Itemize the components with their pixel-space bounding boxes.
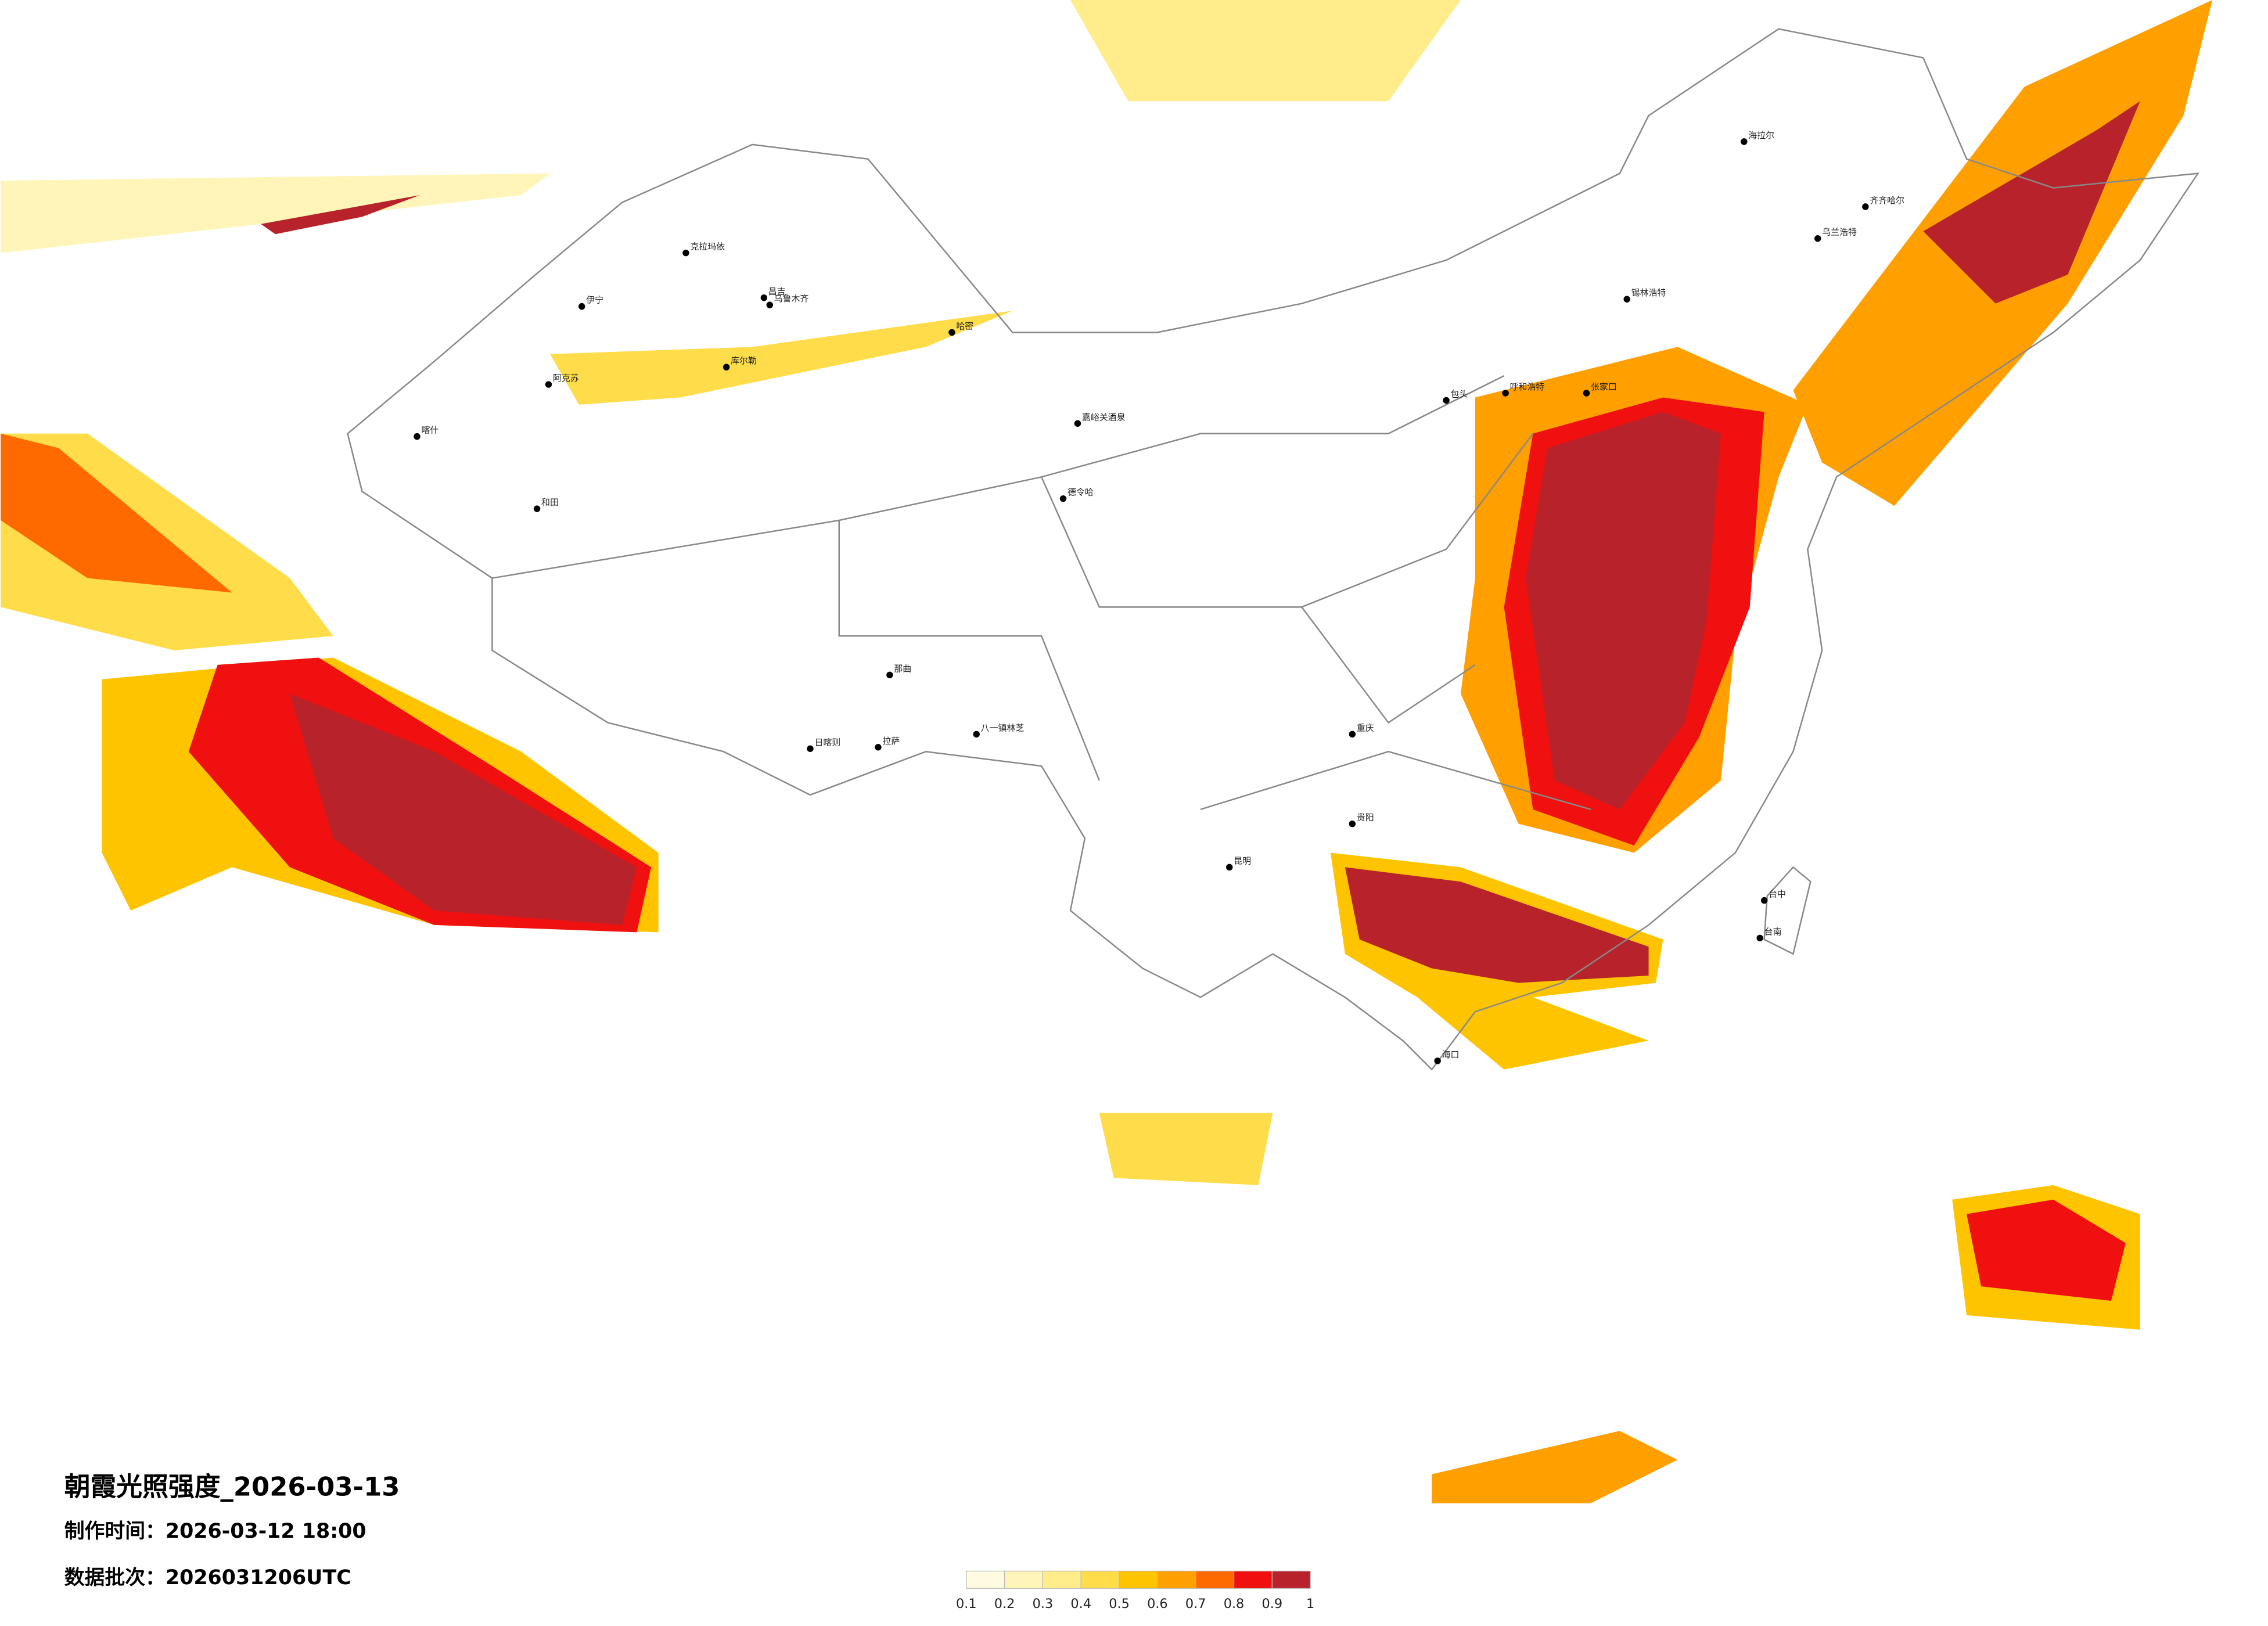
cloud-area [1923, 101, 2140, 304]
cloud-area [1967, 1199, 2126, 1301]
legend-tick-label: 0.1 [956, 1596, 977, 1611]
city-dot [545, 381, 552, 388]
city-dot [1756, 934, 1763, 942]
city-label: 喀什 [421, 425, 438, 436]
city-dot [1862, 203, 1869, 210]
city-dot [578, 303, 585, 310]
legend-tick-label: 0.5 [1109, 1596, 1130, 1611]
city-label: 那曲 [894, 663, 911, 674]
city-label: 昆明 [1234, 855, 1251, 866]
city-label: 拉萨 [882, 736, 900, 746]
city-dot [414, 433, 420, 440]
city-dot [1059, 495, 1067, 502]
legend-swatch [1233, 1570, 1273, 1589]
city-label: 日喀则 [814, 737, 840, 747]
legend-tick-label: 0.7 [1185, 1596, 1206, 1611]
cloud-area [1070, 0, 1461, 102]
cloud-area [261, 195, 420, 235]
city-label: 和田 [541, 497, 559, 508]
city-label: 呼和浩特 [1510, 382, 1545, 392]
city-dot [973, 731, 980, 738]
city-dot [723, 364, 730, 370]
city-label: 贵阳 [1357, 812, 1374, 823]
cloud-area [1099, 1113, 1273, 1185]
city-label: 克拉玛依 [690, 242, 725, 252]
city-dot [766, 301, 774, 308]
city-label: 嘉峪关酒泉 [1082, 412, 1126, 422]
city-label: 齐齐哈尔 [1870, 195, 1904, 206]
issue-time: 制作时间：2026-03-12 18:00 [64, 1520, 366, 1543]
city-dot [1741, 138, 1748, 145]
city-label: 台中 [1769, 889, 1786, 900]
legend-swatch [1195, 1570, 1235, 1589]
legend: 0.1 0.2 0.3 0.4 0.5 0.6 0.7 0.8 0.9 1 [956, 1570, 1314, 1611]
city-label: 海拉尔 [1748, 130, 1774, 141]
city-dot [948, 329, 955, 336]
cloud-area [549, 311, 1013, 405]
city-dot [1502, 390, 1509, 397]
data-batch: 数据批次：2026031206UTC [64, 1566, 351, 1589]
city-label: 库尔勒 [731, 355, 757, 366]
cloud-area [289, 693, 637, 925]
legend-tick-label: 0.9 [1262, 1596, 1283, 1611]
legend-tick-label: 0.2 [994, 1596, 1015, 1611]
city-dot [807, 745, 814, 752]
city-label: 重庆 [1357, 722, 1374, 733]
city-label: 包头 [1451, 388, 1468, 399]
city-label: 海口 [1442, 1049, 1460, 1060]
city-label: 台南 [1764, 926, 1782, 937]
cloud-area [1, 433, 232, 593]
city-label: 乌鲁木齐 [774, 293, 809, 304]
legend-tick-label: 1 [1306, 1596, 1314, 1611]
city-dot [760, 294, 768, 301]
city-label: 昌吉 [768, 286, 786, 297]
city-label: 德令哈 [1067, 487, 1094, 498]
city-dot [1760, 897, 1768, 904]
legend-tick-label: 0.6 [1147, 1596, 1168, 1611]
city-dot [1623, 296, 1630, 303]
city-label: 张家口 [1591, 382, 1617, 392]
city-dot [1349, 820, 1356, 828]
taiwan [1763, 866, 1811, 955]
city-dot [1583, 390, 1590, 397]
intensity-field [1, 0, 2213, 1503]
legend-swatch [1004, 1570, 1044, 1589]
map-title: 朝霞光照强度_2026-03-13 [64, 1472, 400, 1502]
legend-swatch [1042, 1570, 1081, 1589]
city-label: 锡林浩特 [1631, 287, 1666, 298]
city-label: 阿克苏 [553, 373, 579, 383]
city-dot [682, 249, 689, 257]
city-label: 伊宁 [586, 295, 603, 305]
city-dot [1443, 397, 1450, 404]
city-label: 乌兰浩特 [1822, 227, 1857, 238]
cloud-area [1345, 867, 1649, 983]
city-dot [1814, 235, 1821, 242]
province-border [492, 375, 1591, 810]
city-dot [875, 744, 882, 751]
legend-swatch [966, 1570, 1005, 1589]
legend-tick-label: 0.3 [1033, 1596, 1054, 1611]
cloud-area [1432, 1431, 1678, 1503]
city-dot [886, 671, 893, 679]
city-dot [1434, 1057, 1441, 1064]
legend-swatch [1271, 1570, 1311, 1589]
city-dot [1349, 731, 1356, 738]
cloud-area [1525, 412, 1721, 810]
china-border [347, 28, 2199, 1071]
legend-swatch [1119, 1570, 1158, 1589]
legend-swatch [1157, 1570, 1196, 1589]
city-dot [1074, 420, 1081, 427]
city-label: 八一镇林芝 [981, 722, 1025, 733]
legend-tick-label: 0.4 [1070, 1596, 1091, 1611]
legend-swatch [1080, 1570, 1120, 1589]
legend-tick-label: 0.8 [1224, 1596, 1245, 1611]
cloud-area [1, 173, 550, 253]
city-dot [1226, 864, 1233, 871]
city-label: 哈密 [956, 321, 973, 331]
city-dot [533, 505, 541, 512]
